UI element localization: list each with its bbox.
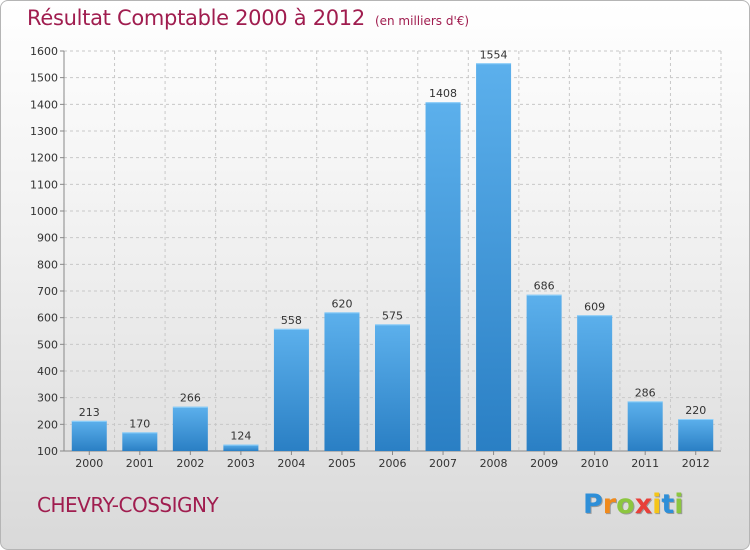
x-tick-label: 2000 [75,457,103,470]
bar-value-label: 286 [635,386,656,399]
logo-letter: i [652,489,662,520]
bar-value-label: 620 [331,297,352,310]
y-tick-label: 800 [37,258,58,271]
y-tick-label: 1400 [30,98,58,111]
x-tick-label: 2001 [126,457,154,470]
chart-unit: (en milliers d'€) [374,14,470,28]
bar-value-label: 609 [584,300,605,313]
bar [678,419,714,451]
x-tick-label: 2009 [530,457,558,470]
bar-value-label: 558 [281,314,302,327]
bar-value-label: 1554 [480,48,508,61]
logo-letter: i [674,489,684,520]
x-tick-label: 2004 [277,457,305,470]
proxiti-logo[interactable]: Proxiti [583,489,684,520]
y-tick-label: 300 [37,392,58,405]
x-tick-label: 2011 [631,457,659,470]
bar-value-label: 1408 [429,87,457,100]
y-tick-label: 200 [37,418,58,431]
x-tick-label: 2003 [227,457,255,470]
x-tick-label: 2010 [581,457,609,470]
y-tick-label: 1600 [30,45,58,58]
bar-value-label: 124 [230,430,251,443]
bar-value-label: 213 [79,406,100,419]
bar [375,324,410,451]
x-tick-label: 2007 [429,457,457,470]
bar [577,315,613,451]
bar-value-label: 575 [382,309,403,322]
y-tick-label: 500 [37,338,58,351]
logo-letter: r [602,489,617,520]
y-tick-label: 100 [37,445,58,458]
bar-value-label: 170 [129,417,150,430]
bar-value-label: 686 [534,280,555,293]
logo-letter: o [616,489,635,520]
x-tick-label: 2005 [328,457,356,470]
y-tick-label: 900 [37,232,58,245]
y-tick-label: 1200 [30,152,58,165]
x-tick-label: 2006 [379,457,407,470]
bar [476,63,512,452]
y-tick-label: 1100 [30,178,58,191]
logo-letter: P [583,489,603,520]
y-tick-label: 400 [37,365,58,378]
y-tick-label: 1500 [30,72,58,85]
bar [627,401,663,451]
bar-value-label: 220 [685,404,706,417]
y-tick-label: 700 [37,285,58,298]
chart-title-main: Résultat Comptable 2000 à 2012 [27,6,365,30]
x-tick-label: 2008 [480,457,508,470]
logo-letter: x [634,489,653,520]
bar [273,328,309,451]
logo-letter: t [661,489,675,520]
bar [324,312,360,451]
bar [172,406,208,451]
x-tick-label: 2012 [682,457,710,470]
bar [122,432,158,451]
y-tick-label: 1000 [30,205,58,218]
bar [425,102,461,451]
commune-name: CHEVRY-COSSIGNY [37,493,219,517]
bar [223,444,259,451]
y-tick-label: 1300 [30,125,58,138]
bar [526,294,562,451]
bar [71,420,107,451]
x-tick-label: 2002 [176,457,204,470]
y-tick-label: 600 [37,312,58,325]
bar-value-label: 266 [180,392,201,405]
chart-title: Résultat Comptable 2000 à 2012 (en millie… [27,6,469,30]
